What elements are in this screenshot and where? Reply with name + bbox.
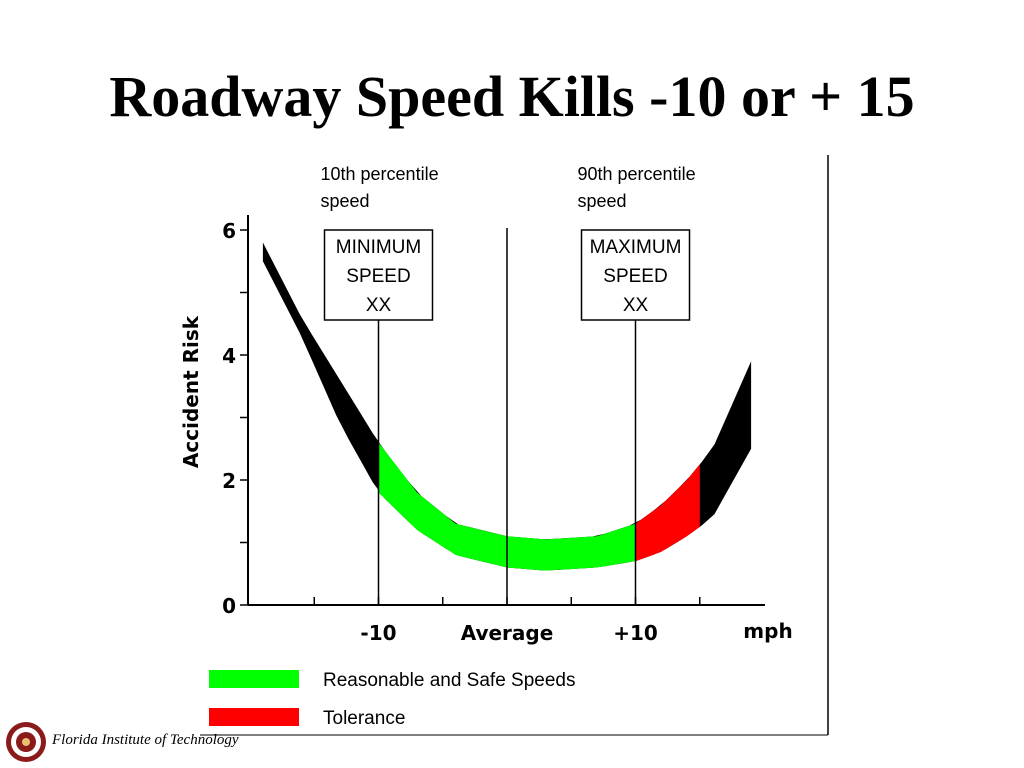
speed-box-text: MAXIMUM xyxy=(590,237,682,258)
percentile-label: speed xyxy=(321,191,370,211)
y-tick-label: 6 xyxy=(222,219,236,243)
y-tick-label: 4 xyxy=(222,344,236,368)
speed-box xyxy=(580,229,691,321)
band-tolerance xyxy=(635,464,700,562)
legend-label: Tolerance xyxy=(323,708,405,729)
y-tick-label: 2 xyxy=(222,469,236,493)
legend-label: Reasonable and Safe Speeds xyxy=(323,670,575,691)
university-seal-icon xyxy=(6,722,46,762)
institution-name: Florida Institute of Technology xyxy=(52,732,239,748)
speed-box-text: XX xyxy=(366,295,392,316)
band-safe-speeds xyxy=(378,442,636,571)
legend-swatch xyxy=(209,670,299,688)
marker-layer: 10th percentile speed MINIMUM SPEED XX 90th p… xyxy=(321,164,696,605)
speed-box-text: SPEED xyxy=(603,266,667,287)
y-tick-label: 0 xyxy=(222,594,236,618)
legend-layer: Reasonable and Safe Speeds Tolerance xyxy=(209,670,575,729)
speed-box-text: XX xyxy=(623,295,649,316)
footer: Florida Institute of Technology xyxy=(4,718,304,766)
plot-layer xyxy=(262,242,752,571)
legend-swatch xyxy=(209,708,299,726)
x-tick-label: -10 xyxy=(360,621,396,645)
speed-box-text: SPEED xyxy=(346,266,410,287)
y-axis-label: Accident Risk xyxy=(179,315,203,468)
speed-box xyxy=(323,229,434,321)
slide-title: Roadway Speed Kills -10 or + 15 xyxy=(109,64,915,129)
x-tick-label: Average xyxy=(461,621,554,645)
axis-layer: 0 2 4 6 Accident Risk -10 Average +10 mph xyxy=(179,215,793,645)
percentile-label: 90th percentile xyxy=(578,164,696,184)
percentile-label: 10th percentile xyxy=(321,164,439,184)
percentile-label: speed xyxy=(578,191,627,211)
x-tick-label: +10 xyxy=(613,621,658,645)
x-axis-unit-label: mph xyxy=(743,619,792,643)
speed-box-text: MINIMUM xyxy=(336,237,421,258)
